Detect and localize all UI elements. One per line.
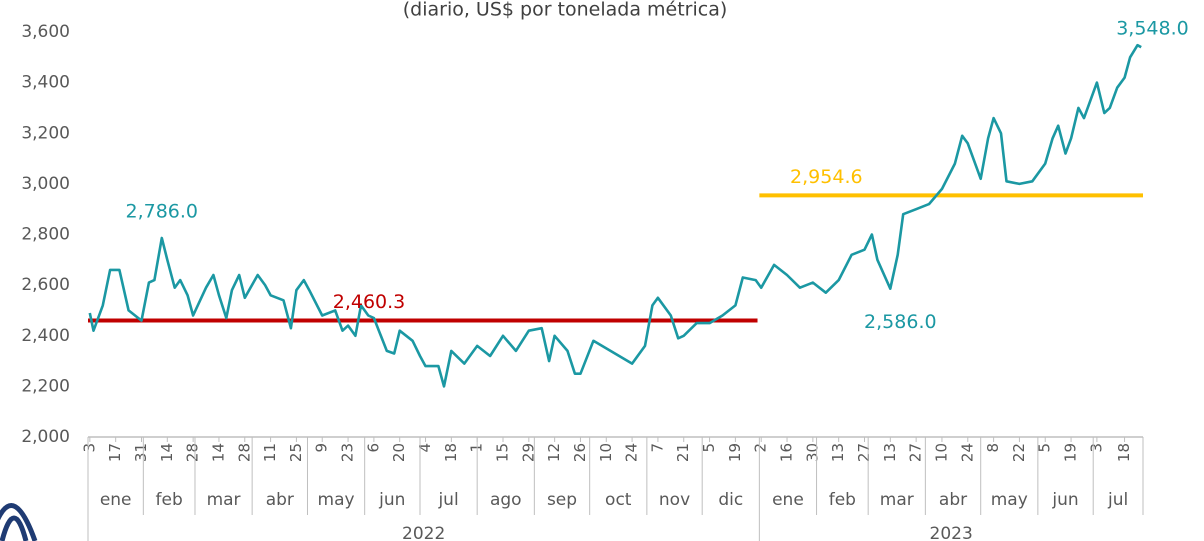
- month-label: may: [991, 490, 1028, 510]
- month-label: nov: [659, 490, 690, 510]
- x-tick-label: 21: [674, 443, 692, 462]
- month-label: oct: [605, 490, 632, 510]
- logo: [0, 503, 38, 541]
- x-tick-label: 12: [545, 443, 563, 462]
- x-tick-label: 8: [984, 443, 1002, 453]
- price-line: [88, 43, 1142, 388]
- x-tick-label: 27: [907, 443, 925, 462]
- x-tick-label: 15: [493, 443, 511, 462]
- x-tick-label: 10: [597, 443, 615, 462]
- x-tick-label: 9: [313, 443, 331, 453]
- month-label: jun: [1051, 490, 1078, 510]
- x-tick-label: 6: [364, 443, 382, 453]
- year-label: 2022: [402, 524, 445, 541]
- y-tick-label: 2,400: [21, 326, 70, 346]
- x-tick-label: 7: [648, 443, 666, 453]
- y-tick-label: 3,200: [21, 123, 70, 143]
- x-tick-label: 24: [958, 443, 976, 462]
- y-tick-label: 2,200: [21, 376, 70, 396]
- x-tick-label: 5: [700, 443, 718, 453]
- x-tick-label: 31: [132, 443, 150, 462]
- x-tick-label: 13: [829, 443, 847, 462]
- annotation: 3,548.0: [1116, 18, 1189, 40]
- x-tick-label: 14: [209, 443, 227, 462]
- annotation: 2,786.0: [126, 201, 199, 223]
- month-label: jul: [1107, 490, 1128, 510]
- x-tick-label: 26: [571, 443, 589, 462]
- x-tick-label: 19: [726, 443, 744, 462]
- x-tick-label: 28: [184, 443, 202, 462]
- x-tick-label: 17: [106, 443, 124, 462]
- average-label: 2,954.6: [790, 166, 863, 188]
- month-label: feb: [829, 490, 856, 510]
- month-label: may: [318, 490, 355, 510]
- x-tick-label: 23: [339, 443, 357, 462]
- x-tick-label: 3: [1087, 443, 1105, 453]
- x-tick-label: 5: [1036, 443, 1054, 453]
- x-tick-label: 16: [778, 443, 796, 462]
- x-tick-label: 3: [80, 443, 98, 453]
- month-label: mar: [207, 490, 241, 510]
- annotation: 2,586.0: [864, 311, 937, 333]
- x-tick-label: 19: [1062, 443, 1080, 462]
- x-tick-label: 29: [519, 443, 537, 462]
- average-label: 2,460.3: [333, 291, 406, 313]
- month-label: ago: [490, 490, 522, 510]
- month-label: dic: [718, 490, 743, 510]
- month-label: ene: [772, 490, 804, 510]
- x-tick-label: 2: [752, 443, 770, 453]
- x-tick-label: 11: [261, 443, 279, 462]
- x-tick-label: 18: [442, 443, 460, 462]
- x-tick-label: 27: [855, 443, 873, 462]
- x-tick-label: 22: [1010, 443, 1028, 462]
- x-tick-label: 24: [623, 443, 641, 462]
- year-label: 2023: [930, 524, 973, 541]
- y-tick-label: 3,600: [21, 22, 70, 42]
- x-tick-label: 13: [881, 443, 899, 462]
- x-tick-label: 20: [390, 443, 408, 462]
- month-label: sep: [547, 490, 577, 510]
- x-tick-label: 25: [287, 443, 305, 462]
- month-label: jul: [437, 490, 458, 510]
- chart-subtitle: (diario, US$ por tonelada métrica): [403, 0, 728, 21]
- x-tick-label: 4: [416, 443, 434, 453]
- x-tick-label: 14: [158, 443, 176, 462]
- y-tick-label: 2,000: [21, 427, 70, 447]
- y-tick-label: 3,000: [21, 174, 70, 194]
- month-label: ene: [100, 490, 132, 510]
- month-label: abr: [939, 490, 967, 510]
- x-tick-label: 30: [803, 443, 821, 462]
- y-tick-label: 3,400: [21, 73, 70, 93]
- x-tick-label: 10: [932, 443, 950, 462]
- x-tick-label: 28: [235, 443, 253, 462]
- month-label: jun: [378, 490, 405, 510]
- month-label: abr: [266, 490, 294, 510]
- month-label: mar: [880, 490, 914, 510]
- month-label: feb: [156, 490, 183, 510]
- y-tick-label: 2,800: [21, 225, 70, 245]
- y-tick-label: 2,600: [21, 275, 70, 295]
- x-tick-label: 18: [1115, 443, 1133, 462]
